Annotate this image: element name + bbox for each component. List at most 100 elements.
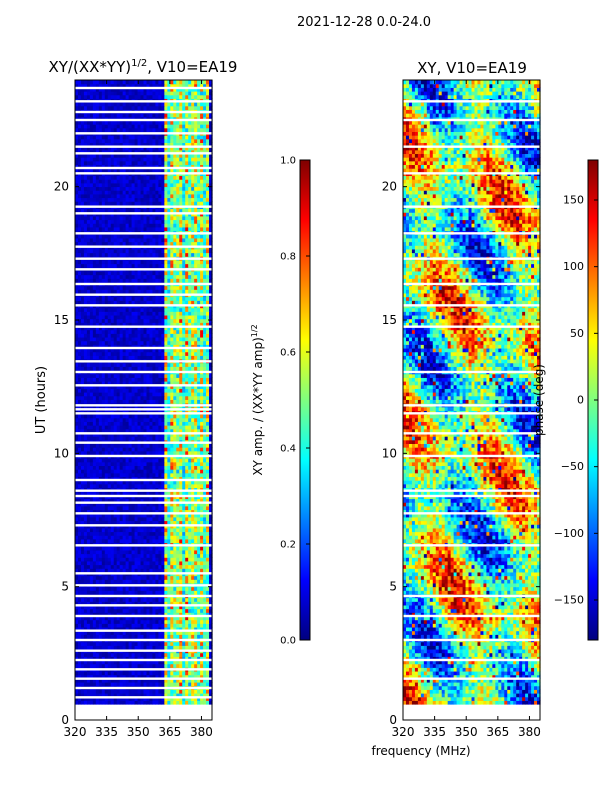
heatmap-cell xyxy=(77,681,82,687)
heatmap-cell xyxy=(191,645,195,650)
heatmap-cell xyxy=(75,623,79,628)
heatmap-cell xyxy=(86,626,91,632)
heatmap-cell xyxy=(95,641,100,646)
heatmap-cell xyxy=(203,681,207,687)
heatmap-cell xyxy=(182,557,186,562)
heatmap-cell xyxy=(104,553,109,558)
heatmap-cell xyxy=(80,645,85,650)
heatmap-cell xyxy=(86,575,91,580)
heatmap-cell xyxy=(77,615,82,621)
heatmap-cell xyxy=(164,678,168,683)
heatmap-cell xyxy=(107,678,112,683)
heatmap-cell xyxy=(137,579,142,584)
heatmap-cell xyxy=(170,645,174,650)
heatmap-cell xyxy=(170,557,174,562)
heatmap-cell xyxy=(179,538,183,544)
heatmap-cell xyxy=(134,586,139,591)
heatmap-cell xyxy=(137,623,142,628)
heatmap-cell xyxy=(143,652,148,657)
heatmap-cell xyxy=(98,568,103,573)
heatmap-cell xyxy=(86,608,91,613)
heatmap-cell xyxy=(191,626,195,632)
heatmap-cell xyxy=(83,535,88,540)
heatmap-cell xyxy=(158,575,162,580)
heatmap-cell xyxy=(164,615,168,621)
heatmap-cell xyxy=(176,549,180,555)
heatmap-cell xyxy=(149,546,154,551)
heatmap-cell xyxy=(137,674,142,679)
heatmap-cell xyxy=(134,626,139,632)
heatmap-cell xyxy=(83,663,88,668)
heatmap-cell xyxy=(125,678,130,683)
heatmap-cell xyxy=(75,619,79,624)
heatmap-cell xyxy=(152,604,157,610)
heatmap-cell xyxy=(143,575,148,580)
heatmap-cell xyxy=(75,663,79,668)
heatmap-cell xyxy=(92,568,97,573)
heatmap-cell xyxy=(209,560,213,566)
heatmap-cell xyxy=(95,590,100,595)
heatmap-cell xyxy=(191,630,195,635)
heatmap-cell xyxy=(146,546,151,551)
heatmap-cell xyxy=(95,645,100,650)
heatmap-cell xyxy=(77,546,82,551)
heatmap-cell xyxy=(203,670,207,676)
heatmap-cell xyxy=(104,626,109,632)
heatmap-cell xyxy=(89,549,94,555)
heatmap-cell xyxy=(116,579,121,584)
heatmap-cell xyxy=(176,659,180,665)
heatmap-cell xyxy=(89,652,94,657)
heatmap-cell xyxy=(158,626,162,632)
heatmap-cell xyxy=(77,553,82,558)
heatmap-cell xyxy=(116,560,121,566)
heatmap-cell xyxy=(92,645,97,650)
heatmap-cell xyxy=(185,652,189,657)
heatmap-cell xyxy=(209,597,213,602)
heatmap-cell xyxy=(128,564,133,569)
heatmap-cell xyxy=(173,659,177,665)
heatmap-cell xyxy=(89,634,94,639)
heatmap-cell xyxy=(167,626,171,632)
heatmap-cell xyxy=(116,586,121,591)
heatmap-cell xyxy=(122,634,127,639)
heatmap-cell xyxy=(131,604,136,610)
heatmap-cell xyxy=(116,538,121,544)
heatmap-cell xyxy=(170,670,174,676)
heatmap-cell xyxy=(140,678,145,683)
heatmap-cell xyxy=(95,564,100,569)
heatmap-cell xyxy=(116,700,121,705)
heatmap-cell xyxy=(206,681,210,687)
heatmap-cell xyxy=(104,546,109,551)
heatmap-cell xyxy=(203,645,207,650)
heatmap-cell xyxy=(200,575,204,580)
heatmap-cell xyxy=(104,678,109,683)
heatmap-cell xyxy=(122,645,127,650)
heatmap-cell xyxy=(176,546,180,551)
heatmap-cell xyxy=(194,557,198,562)
heatmap-cell xyxy=(179,689,183,694)
heatmap-cell xyxy=(119,663,124,668)
heatmap-cell xyxy=(176,663,180,668)
heatmap-cell xyxy=(173,601,177,606)
heatmap-cell xyxy=(182,531,186,536)
heatmap-cell xyxy=(188,623,192,628)
heatmap-cell xyxy=(98,579,103,584)
heatmap-cell xyxy=(77,641,82,646)
heatmap-cell xyxy=(137,575,142,580)
heatmap-cell xyxy=(104,630,109,635)
heatmap-cell xyxy=(107,604,112,610)
heatmap-cell xyxy=(158,553,162,558)
heatmap-cell xyxy=(75,604,79,610)
heatmap-cell xyxy=(194,538,198,544)
heatmap-cell xyxy=(83,630,88,635)
heatmap-cell xyxy=(80,663,85,668)
heatmap-cell xyxy=(101,634,106,639)
heatmap-cell xyxy=(128,674,133,679)
heatmap-cell xyxy=(89,557,94,562)
heatmap-cell xyxy=(209,659,213,665)
heatmap-cell xyxy=(77,601,82,606)
heatmap-cell xyxy=(98,575,103,580)
heatmap-cell xyxy=(200,590,204,595)
heatmap-cell xyxy=(173,619,177,624)
heatmap-cell xyxy=(206,674,210,679)
